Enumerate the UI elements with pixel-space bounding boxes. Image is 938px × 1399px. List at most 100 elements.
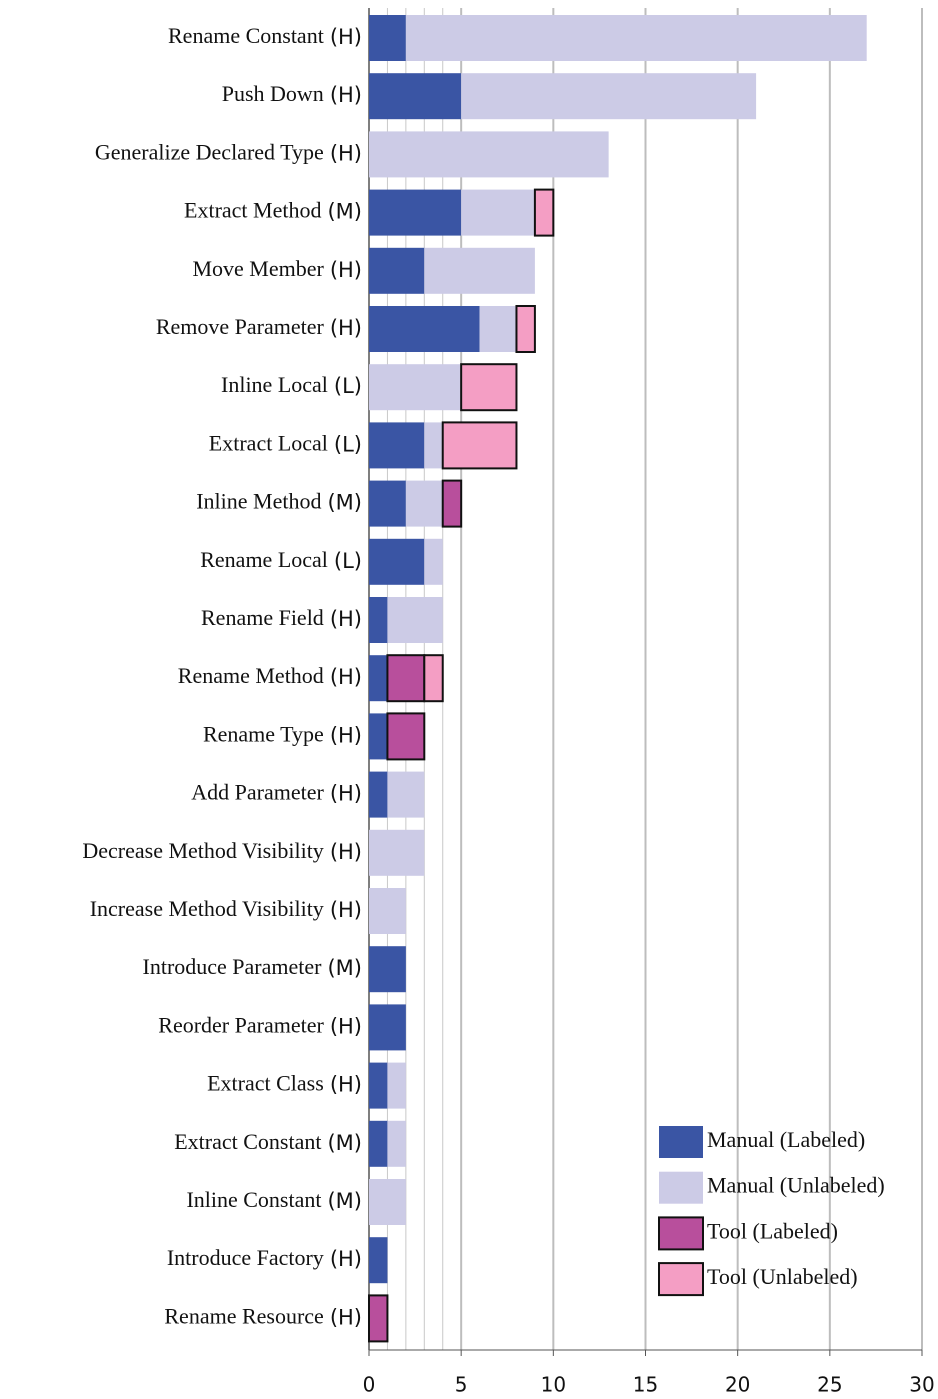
bar-segment (369, 829, 425, 876)
bar-segment (369, 1237, 388, 1284)
category-name: Inline Local (221, 372, 328, 397)
bar-segment (369, 73, 462, 120)
legend-swatch (659, 1126, 703, 1158)
bar-segment (368, 1294, 389, 1343)
bar-segment (369, 771, 388, 818)
bar-segment (479, 306, 517, 352)
category-label: Rename Constant (H) (168, 23, 362, 49)
bar-segment (405, 480, 443, 527)
category-label: Rename Resource (H) (164, 1303, 362, 1329)
bar-segment (424, 247, 535, 294)
bar-segment (441, 479, 463, 528)
category-name: Inline Constant (186, 1187, 321, 1212)
category-level: (M) (327, 1131, 362, 1155)
bar-segment (369, 247, 425, 294)
bar-segment (369, 364, 462, 411)
bar-segment (369, 480, 406, 527)
category-name: Decrease Method Visibility (82, 838, 323, 863)
category-name: Introduce Parameter (143, 954, 323, 979)
legend-label: Manual (Labeled) (707, 1127, 865, 1152)
category-name: Push Down (222, 81, 324, 106)
legend-swatch (658, 1262, 704, 1297)
bar-segment (369, 597, 388, 643)
category-name: Rename Local (200, 547, 328, 572)
bar-segment (424, 538, 443, 585)
category-label: Generalize Declared Type (H) (95, 139, 362, 165)
x-tick-label: 0 (363, 1373, 376, 1397)
category-label: Inline Constant (M) (186, 1187, 362, 1213)
bar-segment (405, 15, 867, 61)
category-label: Rename Type (H) (203, 721, 362, 747)
bar-segment (369, 1179, 406, 1225)
category-name: Rename Method (178, 663, 324, 688)
bar-segment (369, 888, 406, 934)
category-name: Remove Parameter (156, 314, 325, 339)
legend-label: Tool (Unlabeled) (707, 1264, 858, 1289)
bar-segment (441, 421, 518, 470)
category-name: Extract Constant (174, 1129, 321, 1154)
category-label: Extract Class (H) (207, 1071, 362, 1097)
bar-segment (369, 306, 480, 352)
category-level: (H) (330, 1073, 362, 1097)
category-label: Rename Field (H) (201, 605, 362, 631)
category-level: (H) (330, 25, 362, 49)
bar-segment (387, 1120, 406, 1167)
category-label: Introduce Parameter (M) (143, 954, 362, 980)
category-label: Decrease Method Visibility (H) (82, 838, 362, 864)
bar-segment (386, 654, 426, 703)
category-level: (H) (330, 898, 362, 922)
category-level: (H) (330, 141, 362, 165)
category-name: Rename Resource (164, 1303, 323, 1328)
category-level: (L) (334, 549, 362, 573)
category-name: Extract Local (209, 430, 328, 455)
bar-segment (461, 73, 757, 120)
bar-segment (386, 712, 426, 761)
category-level: (H) (330, 316, 362, 340)
category-level: (H) (330, 1247, 362, 1271)
category-label: Increase Method Visibility (H) (90, 896, 362, 922)
x-tick-label: 25 (817, 1373, 842, 1397)
category-name: Rename Type (203, 721, 324, 746)
category-name: Introduce Factory (167, 1245, 324, 1270)
x-tick-label: 20 (725, 1373, 750, 1397)
bar-segment (533, 188, 555, 237)
bar-segment (515, 305, 536, 353)
category-level: (L) (334, 374, 362, 398)
category-label: Move Member (H) (192, 256, 362, 282)
category-level: (M) (327, 1189, 362, 1213)
legend-swatch (659, 1171, 703, 1204)
bar-segment (423, 654, 444, 703)
category-name: Extract Method (184, 198, 321, 223)
legend-label: Tool (Labeled) (707, 1218, 838, 1243)
category-name: Inline Method (196, 489, 321, 514)
category-name: Move Member (192, 256, 324, 281)
category-label: Push Down (H) (222, 81, 362, 107)
category-name: Reorder Parameter (158, 1012, 324, 1037)
category-level: (H) (330, 665, 362, 689)
bar-segment (369, 713, 388, 760)
category-level: (H) (330, 1014, 362, 1038)
category-level: (H) (330, 258, 362, 282)
category-name: Rename Field (201, 605, 324, 630)
bar-segment (369, 1004, 406, 1051)
category-level: (H) (330, 83, 362, 107)
bar-segment (460, 363, 518, 412)
legend-swatch (658, 1216, 704, 1251)
category-level: (H) (330, 723, 362, 747)
bar-segment (387, 771, 425, 818)
category-label: Extract Method (M) (184, 198, 362, 224)
category-label: Inline Local (L) (221, 372, 362, 398)
category-name: Increase Method Visibility (90, 896, 324, 921)
category-level: (M) (327, 491, 362, 515)
bar-segment (369, 131, 609, 178)
bar-segment (387, 597, 443, 643)
category-name: Extract Class (207, 1071, 324, 1096)
category-level: (M) (327, 200, 362, 224)
category-name: Rename Constant (168, 23, 324, 48)
category-label: Add Parameter (H) (191, 780, 362, 806)
category-name: Generalize Declared Type (95, 139, 324, 164)
bar-segment (369, 15, 406, 61)
category-level: (H) (330, 782, 362, 806)
category-level: (L) (334, 432, 362, 456)
